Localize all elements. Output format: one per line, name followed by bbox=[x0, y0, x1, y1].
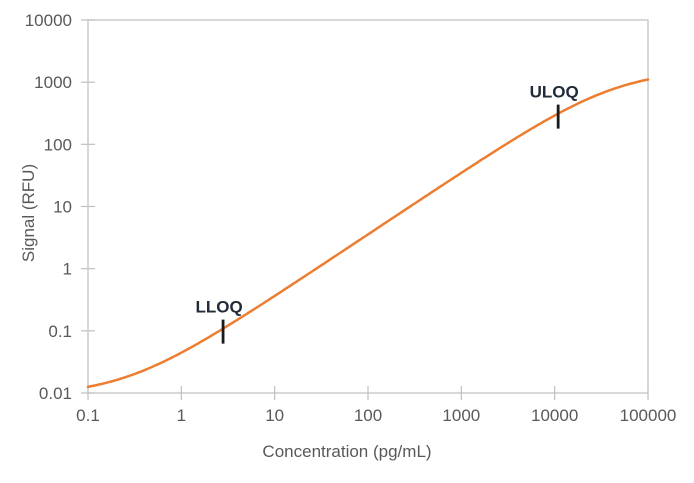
x-tick-label: 1000 bbox=[442, 406, 480, 425]
y-tick-label: 1000 bbox=[34, 73, 72, 92]
x-tick-label: 1 bbox=[177, 406, 186, 425]
x-axis-title: Concentration (pg/mL) bbox=[262, 442, 432, 461]
x-tick-label: 0.1 bbox=[76, 406, 100, 425]
lloq-label: LLOQ bbox=[195, 298, 242, 317]
y-tick-label: 0.01 bbox=[39, 384, 72, 403]
y-tick-label: 0.1 bbox=[48, 322, 72, 341]
y-axis-title: Signal (RFU) bbox=[19, 163, 38, 263]
y-tick-label: 10 bbox=[53, 198, 72, 217]
y-tick-label: 1 bbox=[63, 260, 72, 279]
y-tick-label: 100 bbox=[44, 135, 72, 154]
uloq-label: ULOQ bbox=[530, 83, 579, 102]
calibration-curve bbox=[86, 78, 650, 389]
x-tick-label: 10000 bbox=[531, 406, 578, 425]
plot-border bbox=[87, 19, 649, 394]
x-tick-label: 100 bbox=[354, 406, 382, 425]
x-tick-label: 100000 bbox=[620, 406, 677, 425]
y-tick-label: 10000 bbox=[25, 11, 72, 30]
x-tick-label: 10 bbox=[265, 406, 284, 425]
